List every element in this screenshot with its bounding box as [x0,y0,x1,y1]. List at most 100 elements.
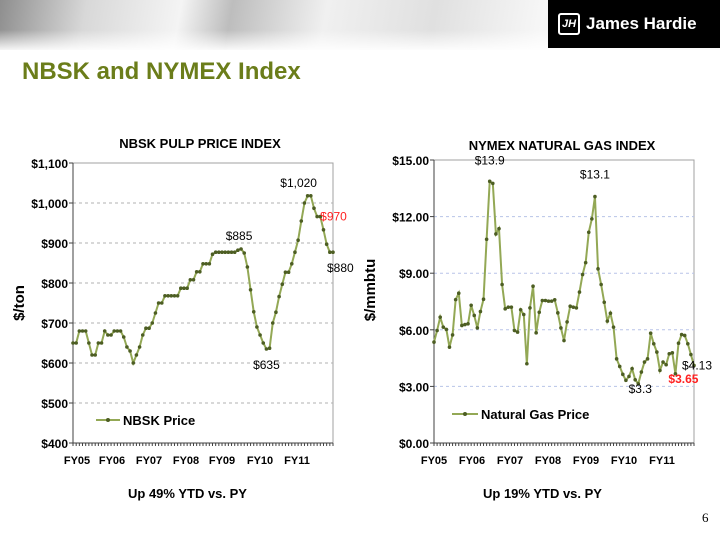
y-tick-label: $900 [41,237,68,251]
data-point [515,330,520,334]
data-point [274,310,278,315]
data-point [460,323,464,328]
data-point [472,313,477,318]
data-point [590,217,594,221]
data-point [179,286,183,291]
data-point [96,341,101,345]
data-point [574,306,579,310]
data-point [682,333,687,338]
data-point [686,341,690,346]
data-point [201,262,205,266]
data-label: $1,020 [280,176,317,190]
legend-label: NBSK Price [123,413,195,428]
data-point [593,194,597,199]
logo-text: James Hardie [586,14,697,33]
data-point [144,326,148,331]
x-tick-label: FY09 [573,455,599,467]
data-label: $885 [226,229,253,243]
data-point [258,333,262,337]
x-tick-label: FY05 [64,455,90,467]
data-point [491,181,495,186]
plot-area [433,159,695,444]
data-point [302,201,307,205]
data-label: $635 [253,358,280,372]
data-point [617,364,622,369]
data-point [565,320,569,324]
y-tick-label: $9.00 [399,267,429,281]
data-point [159,301,164,305]
plot-area [72,162,334,444]
data-point [642,360,647,364]
data-point [118,329,123,333]
legend-marker [106,418,110,422]
data-point [134,353,139,357]
data-point [299,219,304,223]
data-point [509,305,514,309]
data-point [150,321,155,325]
data-point [77,329,82,333]
data-point [251,310,256,314]
y-tick-label: $400 [41,437,68,451]
data-point [586,230,591,235]
y-tick-label: $800 [41,277,68,291]
data-point [583,260,588,265]
data-point [198,270,202,274]
data-point [166,294,170,298]
data-point [80,329,85,333]
james-hardie-logo: JH James Hardie [548,0,720,48]
data-point [213,250,218,254]
data-point [324,242,329,246]
data-point [432,340,436,344]
data-point [648,331,653,335]
data-point [131,361,136,365]
data-point [469,303,473,308]
data-point [182,286,186,291]
data-point [115,329,120,333]
x-tick-label: FY11 [649,455,675,467]
data-point [286,270,291,275]
data-point [636,381,641,386]
data-point [676,341,681,345]
x-tick-label: FY11 [284,455,310,467]
data-point [305,194,310,198]
data-point [543,298,548,303]
x-tick-label: FY07 [497,455,523,467]
data-label: $13.9 [475,153,505,167]
data-label: $13.1 [580,168,610,182]
data-point [621,372,625,377]
data-point [242,251,247,255]
legend-marker [463,412,467,416]
data-point [559,326,563,330]
data-point [667,351,672,356]
y-tick-label: $6.00 [399,324,429,338]
data-point [321,228,326,232]
data-point [475,326,480,330]
data-point [466,321,470,326]
right-caption: Up 19% YTD vs. PY [483,486,602,501]
data-point [556,311,560,315]
data-point [331,250,335,254]
data-point [679,332,684,337]
data-label: $4.13 [682,358,712,372]
data-point [137,345,142,349]
data-point [99,341,104,345]
x-tick-label: FY06 [99,455,125,467]
y-tick-label: $1,000 [31,197,68,211]
data-point [540,298,545,303]
chart-title: NBSK PULP PRICE INDEX [119,136,281,151]
data-point [453,297,458,302]
data-point [163,294,167,298]
data-point [172,294,177,298]
data-point [191,278,196,282]
data-point [614,357,619,361]
left-caption: Up 49% YTD vs. PY [128,486,247,501]
data-point [497,226,501,231]
data-point [283,270,288,275]
data-point [90,353,94,357]
data-point [245,265,250,269]
x-tick-label: FY07 [136,455,162,467]
data-point [239,247,243,251]
data-point [296,238,300,242]
slide-title: NBSK and NYMEX Index [22,58,301,85]
data-point [223,250,227,254]
